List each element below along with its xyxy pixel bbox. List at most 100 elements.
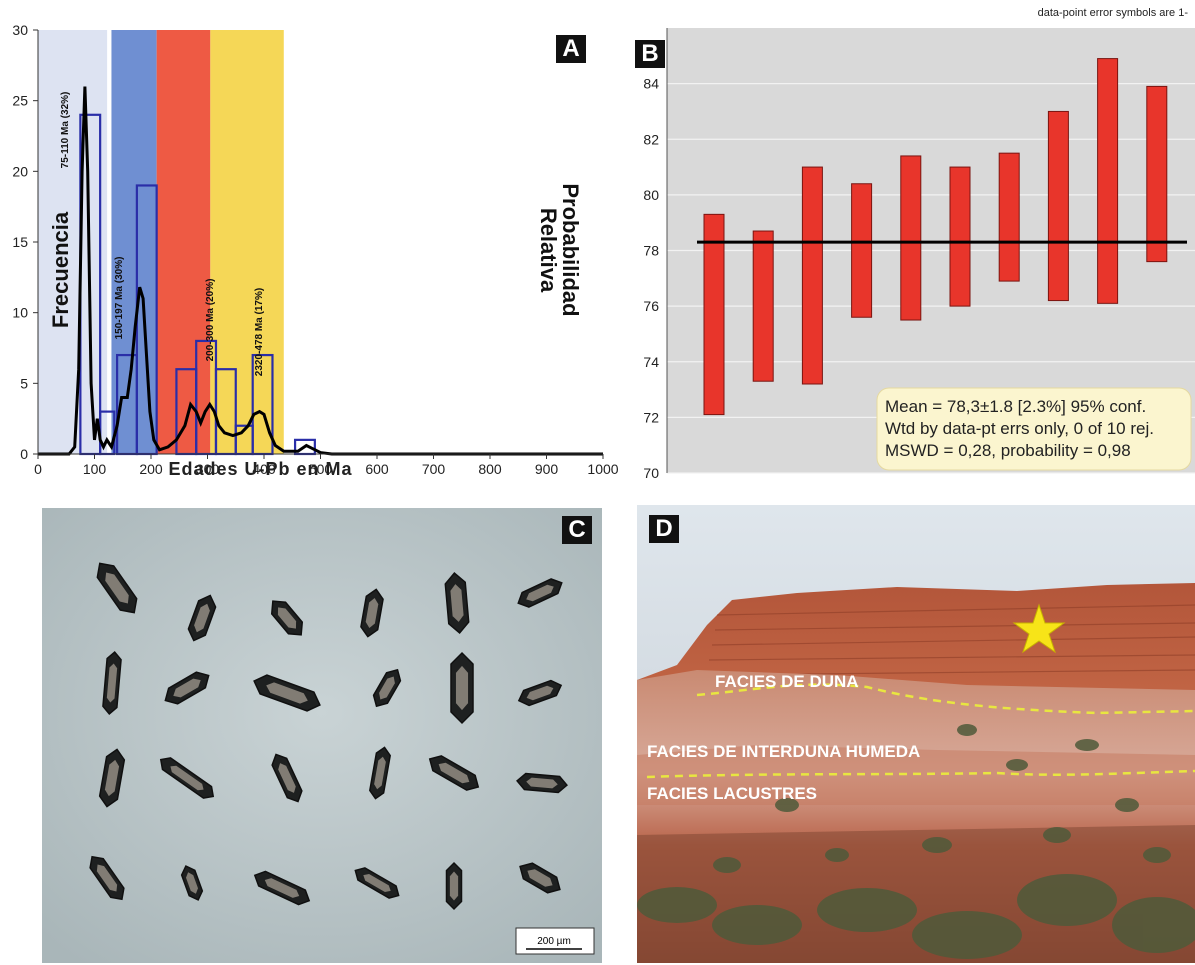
facies-duna-label: FACIES DE DUNA: [715, 672, 859, 691]
zircon-core-22: [449, 871, 459, 901]
age-band-2: [156, 30, 211, 454]
zircon-crystals-image: 200 µm: [42, 508, 602, 963]
zircon-core-6: [106, 663, 118, 703]
zircon-core-14: [278, 763, 296, 793]
x-tick-label-1: 100: [83, 461, 107, 477]
error-bar-8: [1097, 58, 1119, 304]
zircon-core-20: [264, 878, 300, 898]
zircon-core-10: [455, 665, 469, 711]
y-tick-label-6: 30: [12, 22, 28, 38]
zircon-grain-16: [428, 755, 480, 791]
facies-interduna-label: FACIES DE INTERDUNA HUMEDA: [647, 742, 920, 761]
y-tick-label-3: 15: [12, 234, 28, 250]
age-band-0: [38, 30, 109, 454]
zircon-grain-23: [519, 862, 561, 894]
zircon-core-15: [374, 756, 386, 790]
y-tick-label-1: 5: [20, 375, 28, 391]
zircon-core-5: [526, 584, 554, 602]
zircon-core-23: [527, 869, 553, 887]
error-symbol-note: data-point error symbols are 1-: [1038, 7, 1189, 19]
x-tick-label-4: 400: [252, 461, 276, 477]
error-bar-4: [900, 155, 922, 321]
zircon-grain-12: [98, 748, 126, 808]
zircon-core-13: [170, 765, 204, 791]
y-tick-label-3: 76: [643, 298, 659, 314]
stats-box: [876, 387, 1192, 471]
zircon-grain-21: [354, 867, 400, 899]
zircon-grain-7: [164, 671, 210, 705]
outcrop-image: FACIES DE DUNA FACIES DE INTERDUNA HUMED…: [637, 505, 1195, 963]
zircon-core-1: [194, 603, 210, 633]
x-tick-label-3: 300: [196, 461, 220, 477]
error-bar-5: [949, 166, 971, 307]
panel-letter-b: B: [635, 40, 665, 68]
y-tick-label-0: 0: [20, 446, 28, 462]
y2-axis-label-line1: Probabilidad: [558, 183, 583, 316]
zircon-core-7: [173, 678, 201, 698]
y-axis-label: Frecuencia: [48, 211, 73, 328]
panel-a-histogram: 0 100 200 300 400 500 600 700 800 900 1000 0 5 10 15 20…: [0, 0, 625, 482]
zircon-grain-14: [271, 753, 303, 803]
y-tick-label-4: 20: [12, 163, 28, 179]
stats-line-2: MSWD = 0,28, probability = 0,98: [885, 441, 1131, 460]
scale-bar-label: 200 µm: [537, 936, 571, 947]
panel-letter-a: A: [556, 35, 586, 63]
zircon-grains: [89, 562, 568, 911]
zircon-grain-0: [96, 562, 138, 614]
zircon-core-3: [365, 598, 379, 628]
band-label-3: 2320-478 Ma (17%): [254, 288, 265, 376]
error-bar-3: [851, 183, 873, 318]
y-tick-label-6: 82: [643, 131, 659, 147]
sample-location-star-icon: [1012, 603, 1066, 654]
zircon-core-12: [104, 759, 120, 797]
zircon-grain-9: [372, 668, 402, 708]
x-tick-label-8: 800: [478, 461, 502, 477]
zircon-grain-13: [159, 757, 215, 799]
zircon-grain-10: [450, 651, 474, 725]
y-tick-label-2: 10: [12, 305, 28, 321]
zircon-core-4: [450, 584, 464, 622]
y-tick-label-5: 25: [12, 93, 28, 109]
zircon-core-16: [438, 762, 470, 784]
zircon-grain-15: [369, 746, 391, 800]
facies-lacustres-label: FACIES LACUSTRES: [647, 784, 817, 803]
zircon-grain-22: [445, 861, 463, 911]
x-tick-label-0: 0: [34, 461, 42, 477]
zircon-grain-19: [180, 865, 204, 901]
zircon-grain-20: [253, 870, 311, 906]
zircon-core-0: [105, 572, 129, 604]
error-bar-7: [1047, 110, 1069, 302]
zircon-grain-1: [187, 594, 217, 642]
x-tick-label-6: 600: [365, 461, 389, 477]
y-tick-label-0: 70: [643, 465, 659, 481]
zircon-grain-2: [270, 600, 304, 636]
panel-b-mean-age-chart: 70 72 74 76 78 80 82 84 Mean = 78,3±1.8 [2.3%] 9…: [627, 0, 1195, 482]
stats-line-1: Wtd by data-pt errs only, 0 of 10 rej.: [885, 419, 1154, 438]
band-label-1: 150-197 Ma (30%): [114, 257, 125, 340]
y-tick-label-5: 80: [643, 187, 659, 203]
zircon-core-11: [526, 685, 554, 701]
x-tick-label-10: 1000: [587, 461, 618, 477]
y-tick-label-7: 84: [643, 76, 659, 92]
zircon-core-2: [277, 607, 297, 629]
error-bar-1: [752, 230, 774, 382]
zircon-core-17: [526, 777, 558, 789]
y2-axis-label-line2: Relativa: [536, 208, 561, 293]
zircon-core-18: [96, 864, 118, 892]
zircon-core-19: [186, 872, 198, 894]
zircon-grain-8: [253, 674, 321, 712]
y-tick-label-1: 72: [643, 409, 659, 425]
weighted-mean-chart: 70 72 74 76 78 80 82 84 Mean = 78,3±1.8 [2.3%] 9…: [643, 7, 1195, 481]
panel-c-zircon-micrograph: 200 µm C: [42, 508, 602, 963]
x-tick-label-7: 700: [422, 461, 446, 477]
error-bar-9: [1146, 85, 1168, 263]
error-bar-2: [801, 166, 823, 385]
zircon-core-8: [266, 682, 308, 704]
panel-letter-d: D: [649, 515, 679, 543]
zircon-grain-3: [360, 588, 384, 638]
y-tick-label-4: 78: [643, 243, 659, 259]
zircon-core-21: [363, 873, 391, 893]
y-tick-label-2: 74: [643, 354, 659, 370]
panel-letter-c: C: [562, 516, 592, 544]
zircon-grain-4: [444, 572, 470, 634]
